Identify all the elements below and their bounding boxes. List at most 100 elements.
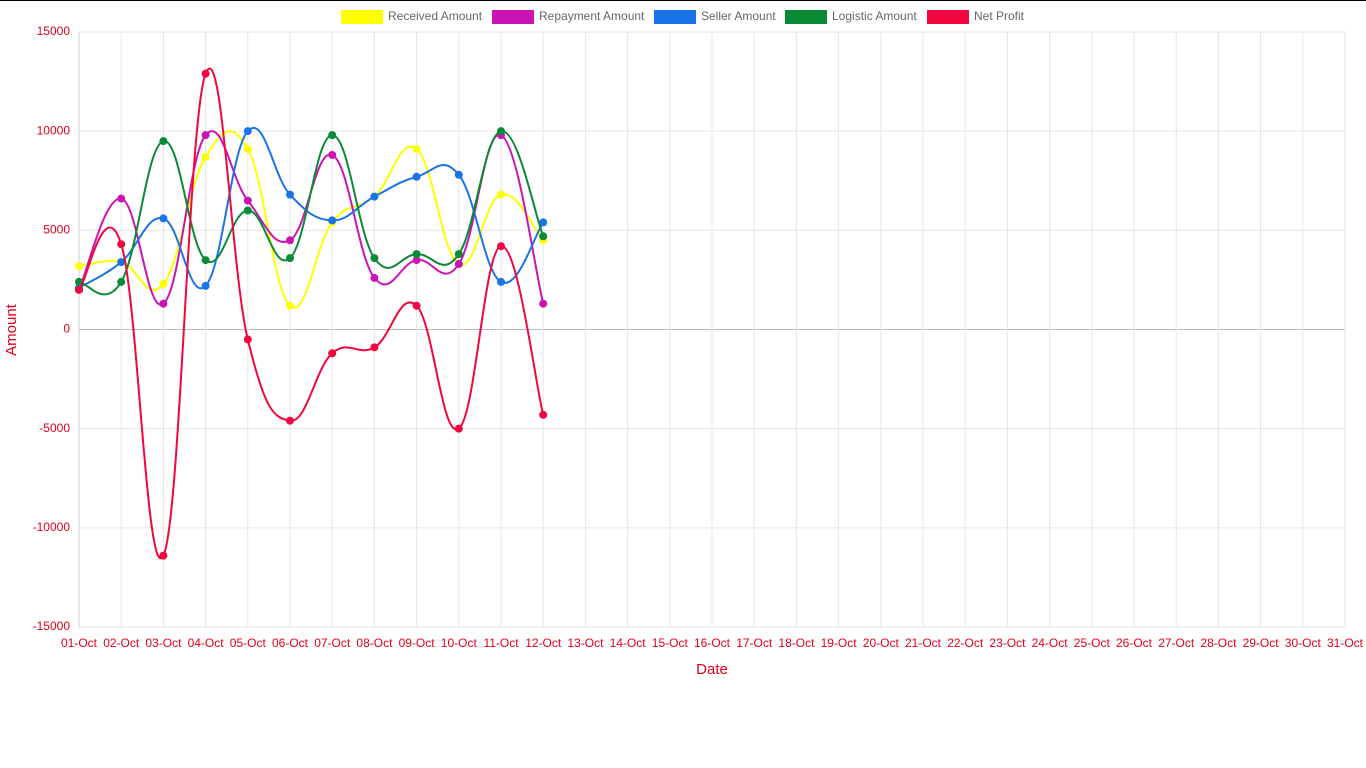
data-point (75, 277, 83, 286)
data-point (412, 301, 421, 310)
data-point (159, 299, 168, 308)
x-tick-label: 01-Oct (61, 636, 98, 650)
x-tick-label: 13-Oct (567, 636, 604, 650)
x-tick-label: 05-Oct (230, 636, 267, 650)
legend-label: Logistic Amount (832, 9, 917, 23)
data-point (497, 277, 505, 286)
x-tick-label: 12-Oct (525, 636, 562, 650)
data-point (328, 131, 337, 140)
x-tick-label: 07-Oct (314, 636, 351, 650)
data-point (75, 285, 83, 294)
data-point (159, 137, 168, 146)
data-point (370, 192, 379, 201)
data-point (243, 196, 252, 205)
data-point (286, 190, 294, 199)
data-point (243, 127, 252, 136)
data-point (286, 301, 294, 310)
x-tick-label: 10-Oct (441, 636, 478, 650)
x-axis-title: Date (696, 661, 728, 678)
x-tick-label: 22-Oct (947, 636, 984, 650)
x-tick-label: 19-Oct (821, 636, 858, 650)
data-point (370, 254, 379, 263)
data-point (328, 216, 337, 225)
y-tick-label: 10000 (37, 123, 71, 137)
legend-label: Received Amount (388, 9, 483, 23)
y-tick-label: -15000 (33, 619, 71, 633)
x-tick-label: 18-Oct (778, 636, 815, 650)
legend-swatch (492, 10, 534, 24)
y-tick-label: -10000 (33, 520, 71, 534)
data-point (243, 145, 252, 154)
x-tick-label: 29-Oct (1243, 636, 1280, 650)
data-point (412, 250, 421, 259)
data-point (328, 150, 337, 159)
data-point (412, 145, 421, 154)
data-point (117, 194, 126, 203)
data-point (286, 254, 294, 263)
x-tick-label: 14-Oct (610, 636, 647, 650)
legend-label: Repayment Amount (539, 9, 645, 23)
x-tick-label: 11-Oct (483, 636, 519, 650)
legend-label: Seller Amount (701, 9, 776, 23)
data-point (159, 551, 168, 560)
data-point (454, 424, 463, 433)
x-tick-label: 03-Oct (145, 636, 182, 650)
data-point (201, 152, 210, 161)
x-tick-label: 31-Oct (1327, 636, 1364, 650)
legend-swatch (654, 10, 696, 24)
data-point (539, 218, 548, 227)
y-axis-title: Amount (3, 303, 20, 356)
data-point (75, 262, 83, 271)
data-point (539, 299, 548, 308)
data-point (412, 172, 421, 181)
x-tick-label: 24-Oct (1032, 636, 1069, 650)
data-point (117, 277, 126, 286)
data-point (497, 127, 505, 136)
x-tick-label: 30-Oct (1285, 636, 1322, 650)
y-tick-label: 0 (63, 322, 70, 336)
data-point (201, 131, 210, 140)
legend-swatch (927, 10, 969, 24)
data-point (117, 240, 126, 249)
x-tick-label: 15-Oct (652, 636, 689, 650)
x-tick-label: 02-Oct (103, 636, 140, 650)
x-tick-label: 09-Oct (399, 636, 436, 650)
data-point (286, 416, 294, 425)
x-tick-label: 27-Oct (1158, 636, 1195, 650)
data-point (286, 236, 294, 245)
y-tick-label: 5000 (43, 223, 70, 237)
data-point (539, 410, 548, 419)
x-tick-label: 06-Oct (272, 636, 309, 650)
data-point (117, 258, 126, 267)
data-point (201, 69, 210, 78)
data-point (454, 260, 463, 269)
y-tick-label: 15000 (37, 24, 71, 38)
x-tick-label: 26-Oct (1116, 636, 1153, 650)
data-point (159, 214, 168, 223)
y-tick-label: -5000 (39, 421, 70, 435)
data-point (243, 335, 252, 344)
x-tick-label: 28-Oct (1200, 636, 1237, 650)
legend-swatch (341, 10, 383, 24)
data-point (539, 232, 548, 241)
data-point (201, 281, 210, 290)
x-tick-label: 20-Oct (863, 636, 900, 650)
data-point (454, 170, 463, 179)
data-point (159, 279, 168, 288)
data-point (328, 349, 337, 358)
x-tick-label: 16-Oct (694, 636, 731, 650)
series-line (78, 130, 545, 296)
x-tick-label: 23-Oct (989, 636, 1026, 650)
x-tick-label: 17-Oct (736, 636, 773, 650)
legend-label: Net Profit (974, 9, 1025, 23)
legend-swatch (785, 10, 827, 24)
x-tick-label: 08-Oct (356, 636, 393, 650)
data-point (370, 343, 379, 352)
data-point (243, 206, 252, 215)
x-tick-label: 04-Oct (188, 636, 225, 650)
x-tick-label: 21-Oct (905, 636, 942, 650)
data-point (497, 190, 505, 199)
x-tick-label: 25-Oct (1074, 636, 1111, 650)
data-point (370, 273, 379, 282)
